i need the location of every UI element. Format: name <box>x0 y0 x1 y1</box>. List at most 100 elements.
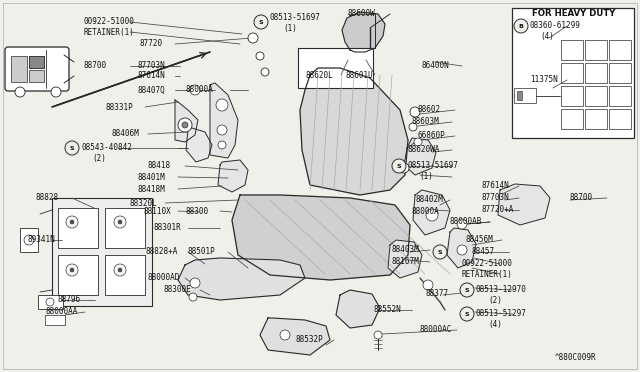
Text: 88331P: 88331P <box>105 103 132 112</box>
Bar <box>29 70 44 82</box>
Circle shape <box>70 268 74 272</box>
Text: 88418: 88418 <box>148 161 171 170</box>
Polygon shape <box>218 160 248 192</box>
Circle shape <box>426 209 438 221</box>
Bar <box>609 63 631 83</box>
Text: 88377: 88377 <box>425 289 448 298</box>
Bar <box>512 8 634 138</box>
Text: ^880C009R: ^880C009R <box>555 353 596 362</box>
Text: 08513-51697: 08513-51697 <box>407 161 458 170</box>
FancyBboxPatch shape <box>5 47 69 91</box>
Polygon shape <box>186 128 212 162</box>
Bar <box>609 40 631 60</box>
Circle shape <box>374 331 382 339</box>
Text: 88828: 88828 <box>35 193 58 202</box>
Bar <box>609 86 631 106</box>
Circle shape <box>65 141 79 155</box>
Text: (1): (1) <box>419 173 433 182</box>
Bar <box>561 63 583 83</box>
Text: 87720+A: 87720+A <box>482 205 515 215</box>
Text: 87720: 87720 <box>140 39 163 48</box>
Text: 88320L: 88320L <box>130 199 157 208</box>
Circle shape <box>414 138 422 146</box>
Bar <box>585 40 607 60</box>
Circle shape <box>280 330 290 340</box>
Bar <box>58 255 98 295</box>
Text: S: S <box>465 311 469 317</box>
Circle shape <box>248 33 258 43</box>
Text: 88403M: 88403M <box>392 246 420 254</box>
Circle shape <box>254 15 268 29</box>
Polygon shape <box>336 290 380 328</box>
Text: 88407Q: 88407Q <box>138 86 166 94</box>
Text: 87703N: 87703N <box>482 193 509 202</box>
Circle shape <box>178 118 192 132</box>
Bar <box>105 255 145 295</box>
Text: 08513-51297: 08513-51297 <box>476 310 527 318</box>
Text: 88457: 88457 <box>472 247 495 257</box>
Circle shape <box>24 235 34 245</box>
Circle shape <box>399 163 409 173</box>
Circle shape <box>261 68 269 76</box>
Text: 88406M: 88406M <box>111 129 139 138</box>
Polygon shape <box>342 12 385 52</box>
Text: (4): (4) <box>540 32 554 42</box>
Circle shape <box>433 245 447 259</box>
Text: (2): (2) <box>92 154 106 163</box>
Text: 88501P: 88501P <box>187 247 215 257</box>
Text: 88401M: 88401M <box>138 173 166 182</box>
Polygon shape <box>178 258 305 300</box>
Bar <box>52 198 152 306</box>
Polygon shape <box>388 240 422 278</box>
Text: 88620WA: 88620WA <box>407 145 440 154</box>
Circle shape <box>218 141 226 149</box>
Circle shape <box>457 245 467 255</box>
Bar <box>38 295 63 309</box>
Bar <box>514 88 536 103</box>
Bar <box>561 86 583 106</box>
Text: 88600W: 88600W <box>348 10 376 19</box>
Text: 08513-51697: 08513-51697 <box>270 13 321 22</box>
Text: S: S <box>70 145 74 151</box>
Text: S: S <box>259 19 263 25</box>
Text: 00922-51000: 00922-51000 <box>462 260 513 269</box>
Circle shape <box>15 87 25 97</box>
Text: FOR HEAVY DUTY: FOR HEAVY DUTY <box>532 10 616 19</box>
Polygon shape <box>175 100 198 142</box>
Polygon shape <box>413 190 450 235</box>
Text: 08543-40842: 08543-40842 <box>82 144 133 153</box>
Bar <box>11 56 27 82</box>
Circle shape <box>118 268 122 272</box>
Text: 88456M: 88456M <box>465 235 493 244</box>
Circle shape <box>423 280 433 290</box>
Bar <box>298 48 373 88</box>
Bar <box>517 91 522 100</box>
Text: 88301R: 88301R <box>154 224 182 232</box>
Text: 89341N: 89341N <box>28 235 56 244</box>
Polygon shape <box>232 195 410 280</box>
Text: (4): (4) <box>488 321 502 330</box>
Text: 88402M: 88402M <box>415 196 443 205</box>
Text: RETAINER(1): RETAINER(1) <box>84 28 135 36</box>
Bar <box>29 56 44 68</box>
Bar <box>105 208 145 248</box>
Circle shape <box>51 87 61 97</box>
Text: 88532P: 88532P <box>296 336 324 344</box>
Text: 87703N: 87703N <box>138 61 166 71</box>
Text: 88000AD: 88000AD <box>148 273 180 282</box>
Text: 88700: 88700 <box>570 193 593 202</box>
Bar <box>585 109 607 129</box>
Circle shape <box>190 85 200 95</box>
Text: S: S <box>438 250 442 254</box>
Text: 88300E: 88300E <box>163 285 191 295</box>
Text: 87614N: 87614N <box>482 182 509 190</box>
Circle shape <box>70 220 74 224</box>
Circle shape <box>46 298 54 306</box>
Bar <box>561 109 583 129</box>
Bar <box>609 109 631 129</box>
Bar <box>585 63 607 83</box>
Text: 88167M: 88167M <box>392 257 420 266</box>
Polygon shape <box>300 68 408 195</box>
Text: (1): (1) <box>283 23 297 32</box>
Text: 66860P: 66860P <box>418 131 445 141</box>
